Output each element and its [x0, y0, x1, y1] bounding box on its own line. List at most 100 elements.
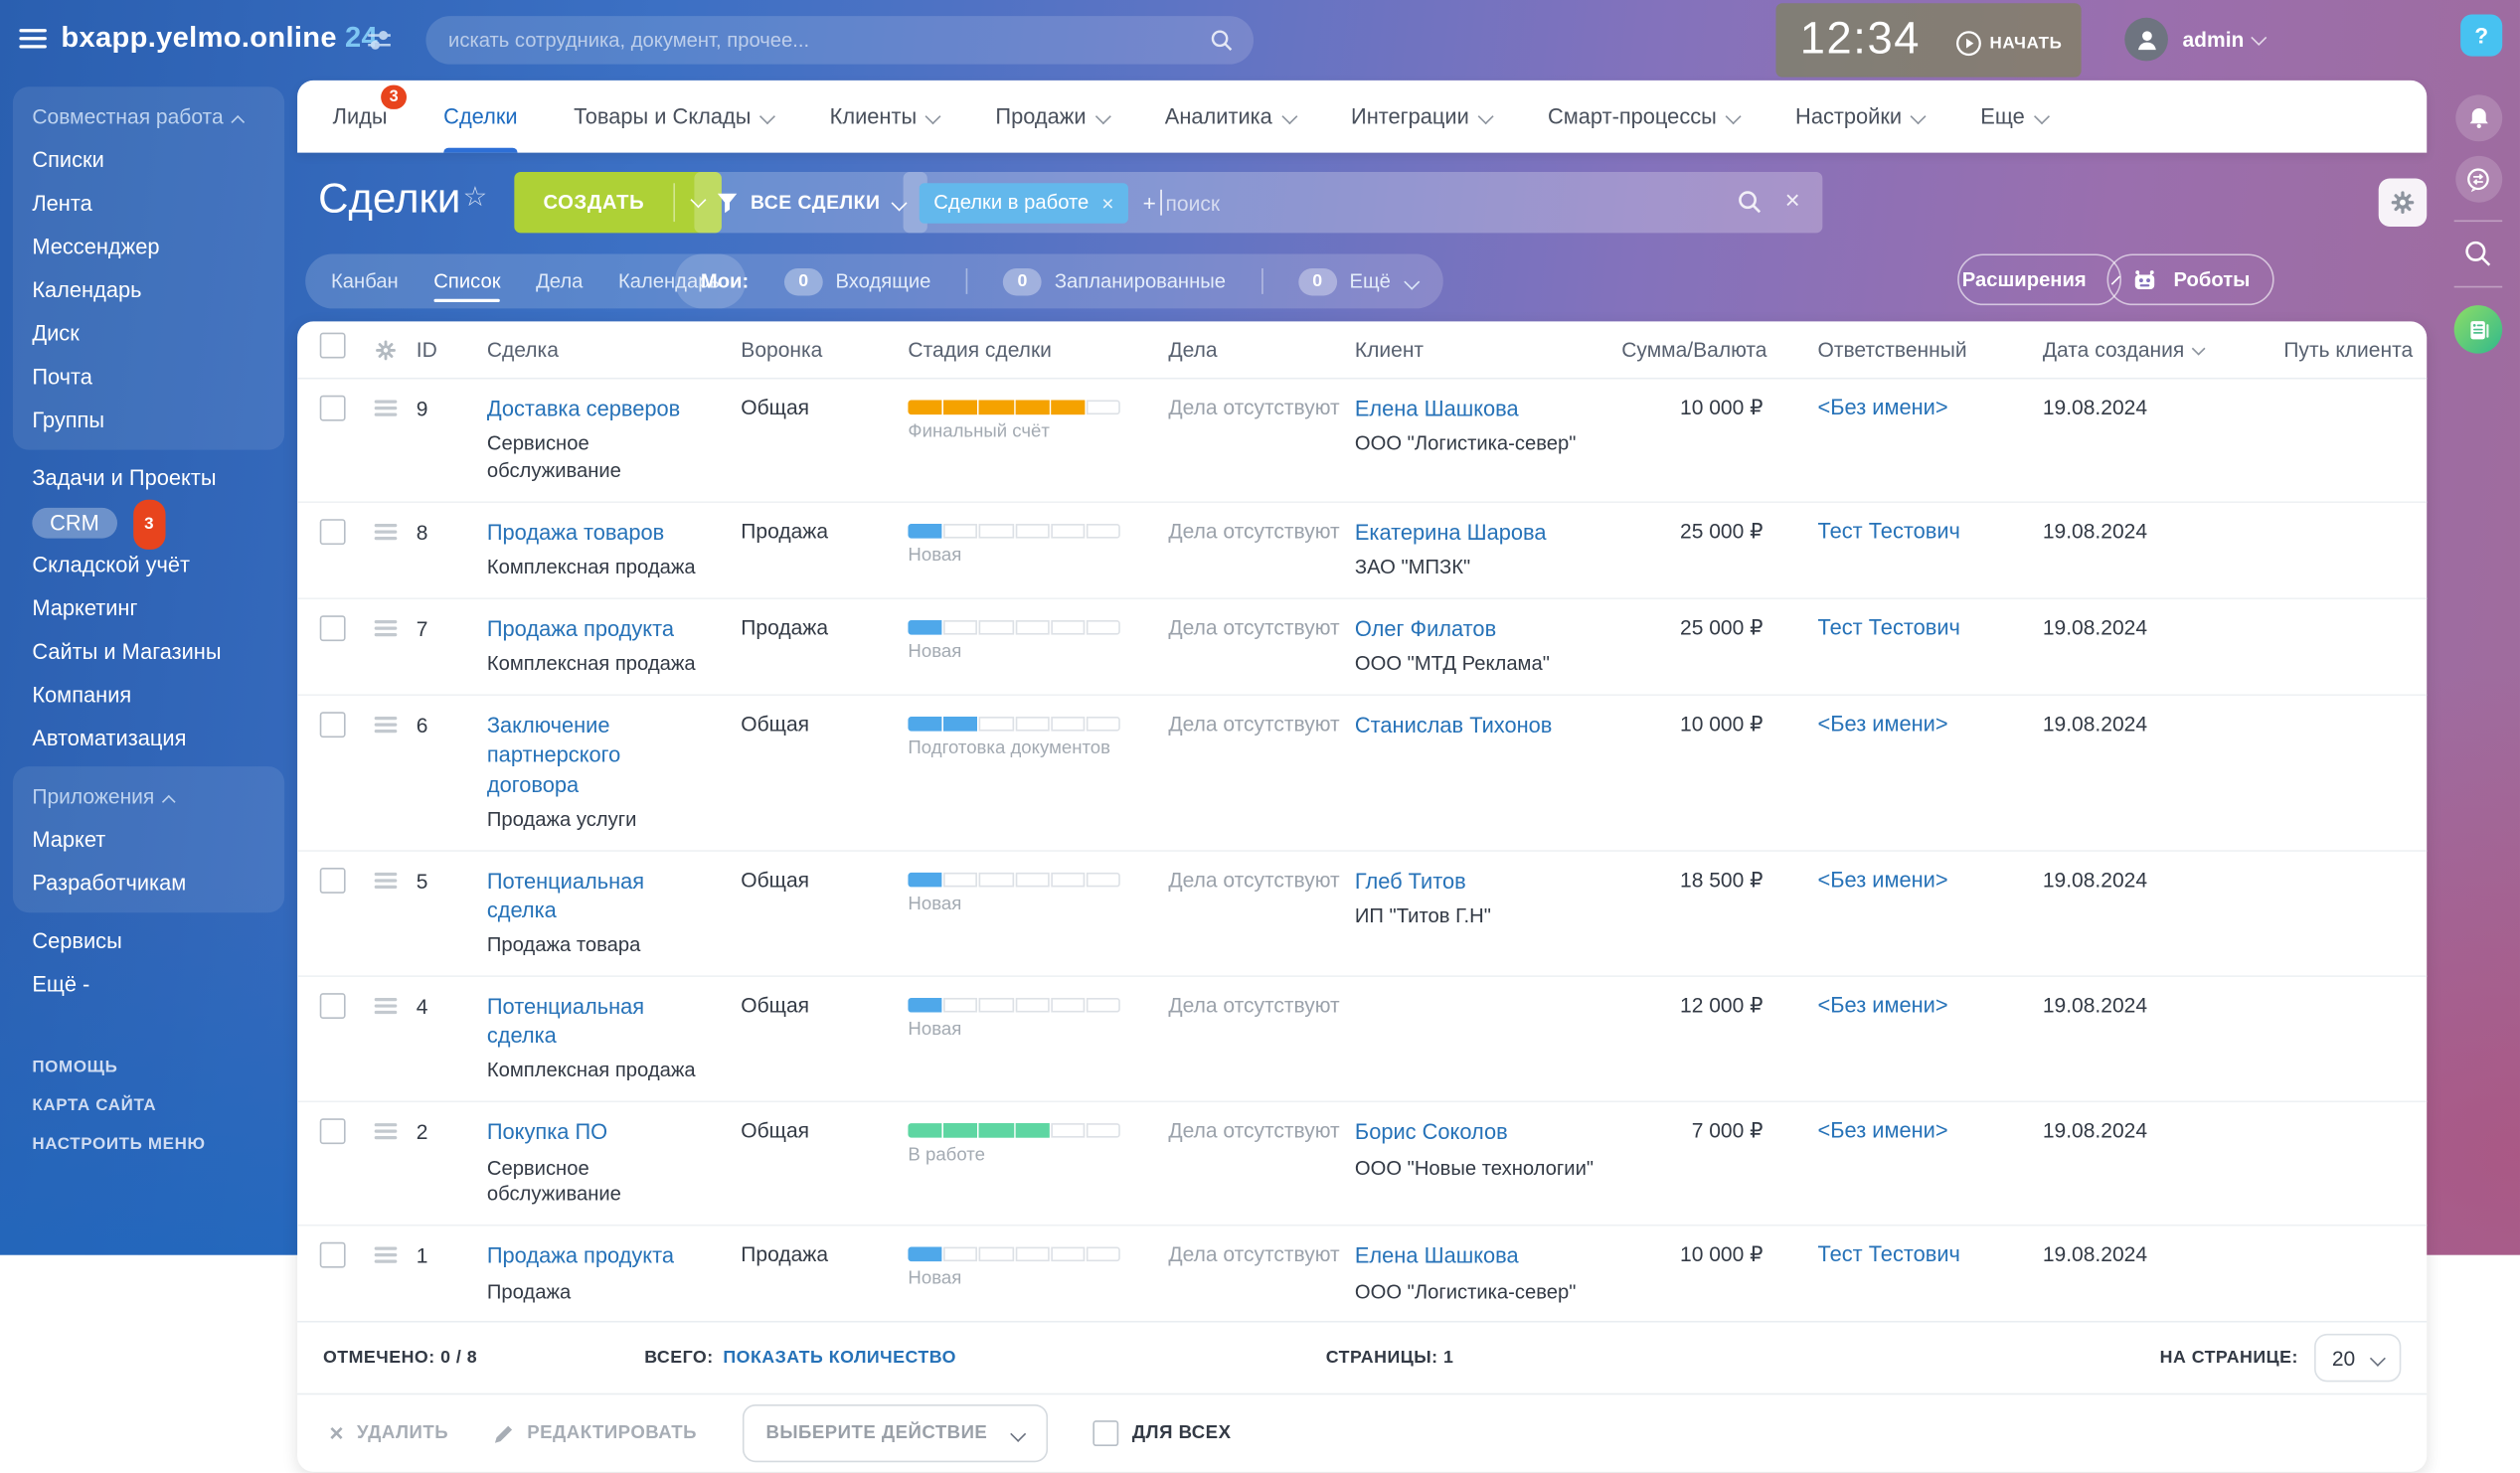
row-checkbox[interactable] — [319, 395, 346, 421]
search-icon[interactable] — [1738, 190, 1762, 214]
filter-chip[interactable]: Сделки в работе × — [919, 182, 1129, 223]
table-row[interactable]: 1 Продажа продукта Продажа Продажа Новая… — [297, 1227, 2428, 1324]
sidebar-item[interactable]: Мессенджер — [13, 225, 284, 268]
timer-start-button[interactable]: НАЧАТЬ — [1956, 31, 2063, 57]
col-deal[interactable]: Сделка — [486, 337, 559, 362]
row-checkbox[interactable] — [319, 1118, 346, 1145]
responsible-link[interactable]: <Без имени> — [1817, 993, 1948, 1018]
client-name-link[interactable]: Олег Филатов — [1354, 616, 1497, 642]
client-name-link[interactable]: Екатерина Шарова — [1354, 520, 1547, 546]
deal-title-link[interactable]: Заключение партнерского договора — [486, 714, 621, 797]
client-name-link[interactable]: Станислав Тихонов — [1354, 714, 1553, 738]
responsible-link[interactable]: Тест Тестович — [1817, 519, 1960, 544]
for-all-checkbox[interactable] — [1093, 1420, 1119, 1447]
deal-title-link[interactable]: Продажа продукта — [486, 1243, 674, 1269]
edit-button[interactable]: РЕДАКТИРОВАТЬ — [493, 1423, 697, 1444]
col-amount[interactable]: Сумма/Валюта — [1621, 337, 1767, 362]
row-checkbox[interactable] — [319, 1242, 346, 1269]
nav-tab[interactable]: Аналитика — [1165, 81, 1297, 153]
sidebar-item[interactable]: Компания — [0, 673, 297, 717]
grid-settings-button[interactable] — [2378, 178, 2428, 227]
nav-tab[interactable]: Клиенты — [830, 81, 942, 153]
responsible-link[interactable]: Тест Тестович — [1817, 615, 1960, 640]
view-tab[interactable]: Канбан — [331, 269, 399, 293]
footer-link[interactable]: Поддержка24 — [535, 1197, 663, 1221]
deal-title-link[interactable]: Доставка серверов — [486, 397, 681, 421]
select-all-checkbox[interactable] — [319, 332, 346, 359]
responsible-link[interactable]: Тест Тестович — [1817, 1242, 1960, 1267]
row-checkbox[interactable] — [319, 993, 346, 1019]
row-menu-icon[interactable] — [374, 396, 398, 419]
nav-tab[interactable]: Интеграции — [1351, 81, 1494, 153]
messenger-button[interactable] — [2454, 155, 2502, 203]
client-name-link[interactable]: Елена Шашкова — [1354, 397, 1519, 421]
nav-tab[interactable]: Лиды 3 — [333, 81, 407, 153]
responsible-link[interactable]: <Без имени> — [1817, 712, 1948, 736]
work-timer[interactable]: 12:34 НАЧАТЬ — [1775, 3, 2082, 78]
row-menu-icon[interactable] — [374, 519, 398, 543]
sidebar-section-header[interactable]: Совместная работа — [13, 94, 284, 138]
row-checkbox[interactable] — [319, 615, 346, 642]
sidebar-item[interactable]: Почта — [13, 355, 284, 399]
col-stage[interactable]: Стадия сделки — [908, 337, 1052, 362]
client-name-link[interactable]: Глеб Титов — [1354, 869, 1466, 894]
hamburger-menu-icon[interactable] — [19, 29, 47, 50]
sidebar-footer-link[interactable]: ПОМОЩЬ — [32, 1057, 118, 1077]
nav-tab[interactable]: Еще — [1980, 81, 2050, 153]
show-count-link[interactable]: ПОКАЗАТЬ КОЛИЧЕСТВО — [723, 1349, 956, 1369]
sidebar-section-header[interactable]: Приложения — [13, 774, 284, 818]
counter-item[interactable]: 0 Запланированные — [1003, 267, 1226, 295]
row-menu-icon[interactable] — [374, 1119, 398, 1143]
sidebar-item[interactable]: Сайты и Магазины — [0, 630, 297, 674]
row-checkbox[interactable] — [319, 519, 346, 546]
col-activities[interactable]: Дела — [1168, 337, 1218, 362]
help-button[interactable]: ? — [2460, 14, 2503, 57]
sidebar-item[interactable]: Маркет — [13, 818, 284, 862]
sidebar-item[interactable]: Лента — [13, 182, 284, 226]
all-deals-filter-button[interactable]: ВСЕ СДЕЛКИ — [694, 171, 927, 234]
table-row[interactable]: 4 Потенциальная сделка Комплексная прода… — [297, 977, 2428, 1103]
per-page-select[interactable]: 20 — [2314, 1334, 2402, 1383]
deal-title-link[interactable]: Покупка ПО — [486, 1120, 608, 1145]
favorite-star-icon[interactable]: ☆ — [462, 181, 488, 213]
row-checkbox[interactable] — [319, 712, 346, 738]
notifications-button[interactable] — [2454, 94, 2502, 142]
view-tab[interactable]: Календарь — [617, 269, 720, 293]
table-row[interactable]: 8 Продажа товаров Комплексная продажа Пр… — [297, 503, 2428, 600]
robots-button[interactable]: Роботы — [2107, 253, 2274, 306]
sliders-settings-icon[interactable] — [367, 27, 393, 61]
table-row[interactable]: 6 Заключение партнерского договора Прода… — [297, 696, 2428, 852]
row-menu-icon[interactable] — [374, 712, 398, 736]
sidebar-item[interactable]: Календарь — [13, 268, 284, 312]
deal-title-link[interactable]: Потенциальная сделка — [486, 869, 645, 922]
user-avatar[interactable] — [2124, 17, 2168, 62]
sidebar-item[interactable]: Группы — [13, 399, 284, 442]
view-tab[interactable]: Дела — [536, 269, 584, 293]
sidebar-footer-link[interactable]: НАСТРОИТЬ МЕНЮ — [32, 1134, 206, 1154]
table-row[interactable]: 9 Доставка серверов Сервисное обслуживан… — [297, 380, 2428, 503]
counter-item[interactable]: 0 Входящие — [783, 267, 930, 295]
sidebar-item[interactable]: Разработчикам — [13, 862, 284, 905]
choose-action-select[interactable]: ВЫБЕРИТЕ ДЕЙСТВИЕ — [742, 1404, 1049, 1463]
nav-tab[interactable]: Сделки — [443, 81, 518, 153]
nav-tab[interactable]: Смарт-процессы — [1548, 81, 1742, 153]
nav-tab[interactable]: Товары и Склады — [574, 81, 776, 153]
filter-search-field[interactable]: Сделки в работе × + поиск × — [903, 171, 1823, 234]
nav-tab[interactable]: Настройки — [1795, 81, 1928, 153]
sidebar-item[interactable]: CRM 3 — [0, 499, 297, 550]
sidebar-item[interactable]: Задачи и Проекты — [0, 456, 297, 500]
col-funnel[interactable]: Воронка — [741, 337, 823, 362]
col-client-path[interactable]: Путь клиента — [2283, 337, 2414, 362]
sidebar-item[interactable]: Маркетинг — [0, 586, 297, 630]
col-created[interactable]: Дата создания — [2043, 338, 2284, 362]
col-responsible[interactable]: Ответственный — [1817, 337, 1967, 362]
sidebar-item[interactable]: Складской учёт — [0, 543, 297, 586]
row-menu-icon[interactable] — [374, 1242, 398, 1266]
nav-tab[interactable]: Продажи — [995, 81, 1111, 153]
global-search-input[interactable]: искать сотрудника, документ, прочее... — [425, 16, 1255, 65]
create-button[interactable]: СОЗДАТЬ — [514, 171, 722, 234]
col-client[interactable]: Клиент — [1354, 337, 1425, 362]
sidebar-item[interactable]: Списки — [13, 138, 284, 182]
feed-button[interactable] — [2453, 305, 2503, 354]
search-panel-button[interactable] — [2436, 240, 2520, 268]
